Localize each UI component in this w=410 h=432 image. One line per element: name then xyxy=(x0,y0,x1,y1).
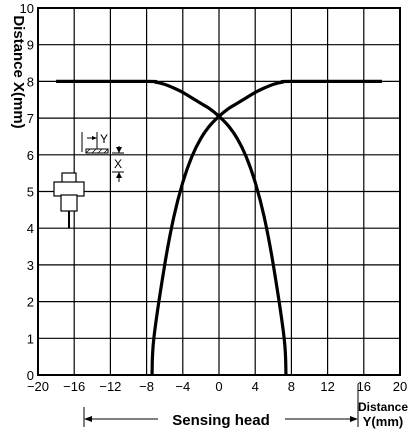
x-tick-label: 20 xyxy=(393,379,407,394)
sensing-head-label: Sensing head xyxy=(172,412,270,429)
x-tick-label: 16 xyxy=(357,379,371,394)
y-tick-label: 1 xyxy=(27,331,34,346)
x-tick-label: 12 xyxy=(320,379,334,394)
sensing-head-range: Sensing head xyxy=(83,384,359,429)
y-tick-label: 0 xyxy=(27,368,34,383)
plot-frame xyxy=(37,7,401,376)
y-tick-labels: 0 1 2 3 4 5 6 7 8 9 10 xyxy=(20,1,34,383)
y-tick-label: 5 xyxy=(27,185,34,200)
x-tick-label: −12 xyxy=(99,379,121,394)
x-tick-label: 4 xyxy=(252,379,259,394)
x-tick-label: −8 xyxy=(139,379,154,394)
y-tick-label: 7 xyxy=(27,111,34,126)
y-tick-label: 4 xyxy=(27,221,34,236)
y-axis-title: Distance X(mm) xyxy=(10,15,27,128)
x-tick-label: −4 xyxy=(175,379,190,394)
target-plate xyxy=(85,148,109,154)
x-tick-label: −16 xyxy=(63,379,85,394)
y-tick-label: 8 xyxy=(27,74,34,89)
inset-y-label: Y xyxy=(100,132,108,146)
x-axis-title-line2: Y(mm) xyxy=(363,414,403,429)
curves xyxy=(56,79,382,376)
y-tick-label: 6 xyxy=(27,148,34,163)
x-tick-label: 0 xyxy=(215,379,222,394)
inset-x-label: X xyxy=(114,157,122,171)
x-axis-title-line1: Distance xyxy=(358,400,408,414)
y-tick-label: 2 xyxy=(27,295,34,310)
x-tick-label: 8 xyxy=(288,379,295,394)
y-tick-label: 9 xyxy=(27,38,34,53)
sensor-head-icon xyxy=(53,172,85,228)
curve-2 xyxy=(150,79,382,376)
curve-1 xyxy=(56,79,288,376)
grid xyxy=(37,7,401,376)
y-tick-label: 10 xyxy=(20,1,34,16)
y-tick-label: 3 xyxy=(27,258,34,273)
x-tick-label: −20 xyxy=(27,379,49,394)
sensor-inset: Y X xyxy=(53,132,124,228)
x-tick-labels: −20 −16 −12 −8 −4 0 4 8 12 16 20 xyxy=(27,379,407,394)
